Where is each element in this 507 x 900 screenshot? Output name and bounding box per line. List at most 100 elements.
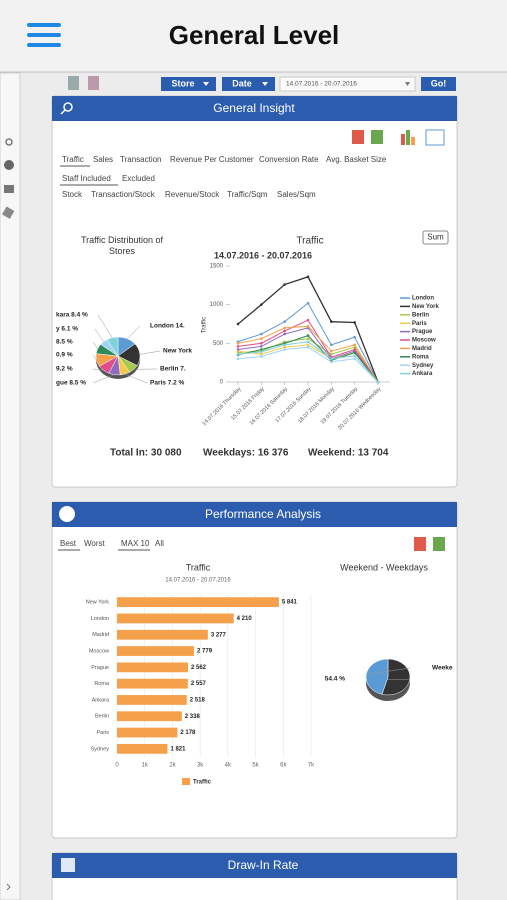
limit-tab[interactable]: All (155, 539, 164, 548)
y-tick-label: Prague (91, 665, 109, 671)
legend-label: Prague (412, 329, 433, 335)
point (376, 380, 380, 384)
y-axis-label: Traffic (202, 317, 208, 333)
store-dropdown[interactable]: Store (161, 77, 216, 91)
point (283, 326, 286, 330)
legend-label: Paris (412, 321, 427, 327)
total-label: Weekend: 13 704 (308, 448, 389, 459)
point (306, 337, 310, 340)
point (283, 343, 286, 347)
point (306, 301, 310, 305)
y-tick-label: Paris (96, 730, 109, 736)
chart-type-icon[interactable] (401, 130, 415, 145)
staff-tab[interactable]: Excluded (122, 174, 155, 183)
ratio-tab[interactable]: Stock (62, 190, 83, 199)
value-label: 1 821 (170, 746, 186, 752)
point (236, 342, 240, 345)
point (236, 357, 240, 361)
menu-line (27, 33, 61, 37)
point (353, 348, 356, 351)
metric-tab[interactable]: Revenue Per Customer (170, 155, 254, 164)
sidebar-icon[interactable] (5, 138, 13, 146)
metric-tab[interactable]: Conversion Rate (259, 155, 319, 164)
x-tick-label: 2k (169, 763, 176, 769)
export-icon[interactable] (433, 537, 445, 551)
panel-header (52, 96, 457, 121)
x-tick-label: 0 (115, 763, 119, 769)
point (283, 345, 286, 349)
sidebar-icon[interactable] (2, 206, 15, 219)
select-label: 14.07.2016 - 20.07.2016 (286, 81, 357, 88)
caret (262, 82, 268, 86)
ratio-tab[interactable]: Sales/Sqm (277, 190, 316, 199)
total-label: Weekdays: 16 376 (203, 448, 289, 459)
ratio-tab[interactable]: Revenue/Stock (165, 190, 220, 199)
pie-label: y 6.1 % (56, 326, 78, 333)
sidebar-expand[interactable] (6, 883, 11, 891)
pie-label: 0.9 % (56, 352, 73, 359)
point (306, 275, 310, 279)
date-range-select[interactable]: 14.07.2016 - 20.07.2016 (279, 76, 416, 92)
metric-tab[interactable]: Transaction (120, 155, 162, 164)
point (260, 332, 263, 336)
ratio-tab[interactable]: Traffic/Sqm (227, 190, 268, 199)
button-bg (422, 230, 449, 245)
table-icon[interactable] (425, 129, 445, 146)
bar (117, 711, 182, 722)
x-tick-label: 3k (197, 763, 204, 769)
button-label: Date (232, 78, 252, 88)
pie: London 14. New York Berlin 7. Paris 7.2 % gu… (56, 312, 192, 387)
export-icon[interactable] (371, 130, 383, 144)
export-icon[interactable] (352, 130, 364, 144)
y-tick-label: 0 (220, 380, 224, 386)
metric-tab[interactable]: Traffic (62, 155, 84, 164)
point (306, 318, 310, 322)
sidebar-icon[interactable] (4, 185, 14, 193)
point (330, 343, 333, 347)
rank-tab[interactable]: Worst (84, 539, 106, 548)
staff-tab[interactable]: Staff Included (62, 174, 111, 183)
pie-title-box: Traffic Distribution of Stores (81, 235, 163, 256)
toolbar-icon[interactable] (88, 76, 99, 90)
point (330, 360, 333, 364)
leader-line (139, 350, 161, 355)
menu-line (27, 23, 61, 27)
legend-label: Ankara (412, 371, 433, 377)
point (283, 320, 286, 323)
sidebar-icon[interactable] (4, 160, 14, 170)
point (283, 329, 286, 333)
date-dropdown[interactable]: Date (222, 77, 275, 91)
pie-label: 8.5 % (56, 339, 73, 346)
value-label: 5 841 (282, 600, 298, 606)
line-title: Traffic (296, 236, 323, 247)
value-label: 2 562 (191, 665, 207, 671)
y-tick-label: Ankara (92, 697, 110, 703)
bar (117, 646, 195, 656)
point (260, 348, 263, 351)
metric-tab[interactable]: Avg. Basket Size (326, 155, 387, 164)
panel-title: General Insight (213, 101, 295, 115)
sum-button[interactable]: Sum (422, 230, 449, 245)
go-button[interactable]: Go! (421, 77, 456, 91)
export-icon[interactable] (414, 537, 426, 551)
bar (117, 727, 178, 738)
leader-line (366, 667, 411, 675)
toolbar-icon[interactable] (68, 76, 79, 90)
menu-button[interactable] (27, 23, 61, 47)
point (330, 352, 333, 356)
header-bar (0, 0, 507, 72)
limit-tab[interactable]: MAX 10 (121, 539, 150, 548)
ratio-tab[interactable]: Transaction/Stock (91, 190, 156, 199)
point (283, 332, 286, 336)
point (236, 348, 240, 351)
x-tick-label: 5k (252, 763, 259, 769)
value-label: 4 210 (237, 616, 253, 622)
metric-tab[interactable]: Sales (93, 155, 113, 164)
point (306, 340, 310, 344)
y-tick-label: Berlin (95, 714, 109, 720)
rank-tab[interactable]: Best (60, 539, 77, 548)
point (353, 357, 356, 361)
value-label: 3 277 (211, 632, 227, 638)
x-tick-label: 1k (142, 763, 149, 769)
